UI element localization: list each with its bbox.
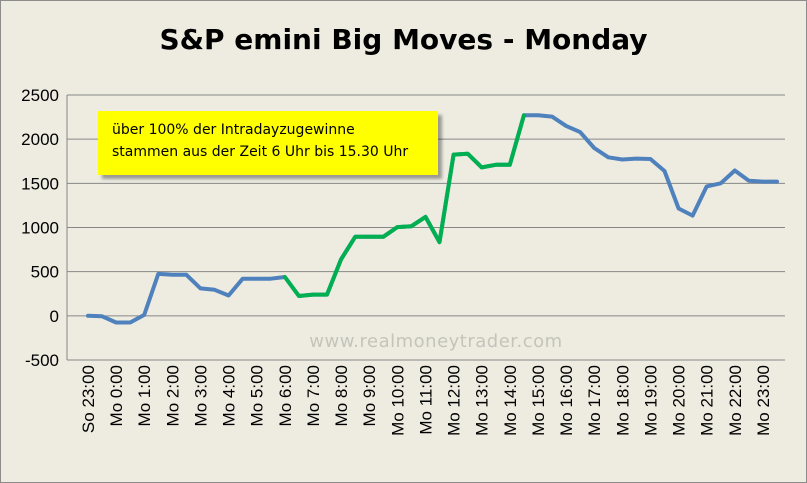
x-tick-label: Mo 1:00 bbox=[135, 365, 154, 426]
highlight-segment-line bbox=[282, 113, 526, 298]
axes bbox=[66, 95, 785, 360]
x-tick-label: Mo 9:00 bbox=[360, 365, 379, 426]
y-tick-labels: 2500 2000 1500 1000 500 0 -500 bbox=[21, 86, 59, 370]
x-tick-label: Mo 0:00 bbox=[107, 365, 126, 426]
x-tick-label: Mo 5:00 bbox=[248, 365, 267, 426]
annotation-line-1: über 100% der Intradayzugewinne bbox=[112, 122, 355, 138]
y-tick-label: 1000 bbox=[21, 219, 59, 238]
x-tick-label: Mo 14:00 bbox=[501, 365, 520, 436]
x-tick-label: Mo 11:00 bbox=[416, 365, 435, 435]
y-tick-label: 2000 bbox=[21, 130, 59, 149]
x-tick-label: Mo 17:00 bbox=[585, 365, 604, 436]
y-tick-label: 1500 bbox=[21, 174, 59, 193]
x-tick-label: Mo 2:00 bbox=[163, 365, 182, 426]
x-tick-label: Mo 16:00 bbox=[557, 365, 576, 436]
annotation-box: über 100% der Intradayzugewinne stammen … bbox=[98, 111, 438, 175]
x-tick-label: Mo 19:00 bbox=[641, 365, 660, 436]
x-tick-label: Mo 3:00 bbox=[191, 365, 210, 426]
x-tick-label: Mo 13:00 bbox=[473, 365, 492, 436]
x-tick-labels: So 23:00 Mo 0:00 Mo 1:00 Mo 2:00 Mo 3:00 Mo 4… bbox=[79, 365, 773, 436]
x-tick-label: Mo 12:00 bbox=[445, 365, 464, 436]
annotation-line-2: stammen aus der Zeit 6 Uhr bis 15.30 Uhr bbox=[112, 144, 409, 160]
y-tick-label: 0 bbox=[50, 307, 59, 326]
x-tick-label: Mo 7:00 bbox=[304, 365, 323, 426]
x-tick-label: Mo 15:00 bbox=[529, 365, 548, 436]
y-tick-label: 500 bbox=[31, 263, 59, 282]
x-tick-label: Mo 23:00 bbox=[754, 365, 773, 436]
x-tick-label: Mo 6:00 bbox=[276, 365, 295, 426]
series bbox=[86, 113, 779, 325]
y-tick-label: 2500 bbox=[21, 86, 59, 105]
y-tick-label: -500 bbox=[25, 351, 59, 370]
x-tick-label: Mo 21:00 bbox=[698, 365, 717, 436]
chart-title: S&P emini Big Moves - Monday bbox=[159, 23, 648, 56]
x-tick-label: Mo 22:00 bbox=[726, 365, 745, 436]
x-tick-label: Mo 20:00 bbox=[670, 365, 689, 436]
x-tick-label: Mo 10:00 bbox=[388, 365, 407, 436]
x-tick-label: Mo 4:00 bbox=[220, 365, 239, 426]
x-tick-label: So 23:00 bbox=[79, 365, 98, 433]
watermark: www.realmoneytrader.com bbox=[309, 331, 563, 352]
x-tick-label: Mo 8:00 bbox=[332, 365, 351, 426]
x-tick-label: Mo 18:00 bbox=[613, 365, 632, 436]
